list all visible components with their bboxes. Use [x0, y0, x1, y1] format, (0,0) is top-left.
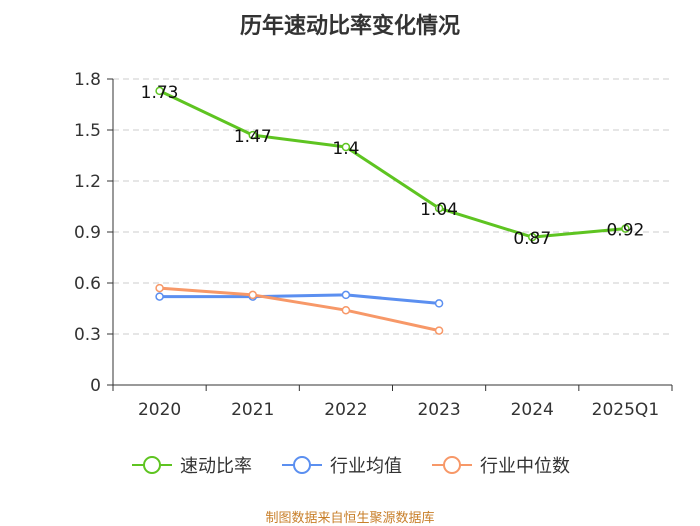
- data-point: [341, 290, 351, 300]
- legend-swatch-industry-median: [432, 456, 472, 474]
- data-point: [528, 232, 537, 242]
- y-tick-label: 1.2: [74, 172, 101, 192]
- y-tick-label: 1.8: [74, 70, 101, 90]
- data-point: [155, 86, 164, 96]
- legend-label-industry-median: 行业中位数: [480, 456, 570, 477]
- data-point: [248, 290, 257, 300]
- y-tick-label: 0.3: [74, 325, 101, 345]
- data-point: [434, 203, 444, 213]
- legend-item-quick-ratio[interactable]: 速动比率: [130, 452, 252, 478]
- data-point: [155, 283, 164, 293]
- data-label: 0.92: [606, 221, 644, 241]
- data-label: 0.87: [513, 229, 551, 249]
- data-point: [434, 326, 444, 335]
- legend: 速动比率 行业均值 行业中位数: [0, 452, 700, 478]
- data-point: [434, 299, 444, 308]
- x-tick-label: 2020: [138, 400, 181, 420]
- legend-label-industry-average: 行业均值: [330, 456, 402, 477]
- x-tick-label: 2022: [324, 400, 367, 420]
- data-point: [341, 142, 351, 152]
- y-tick-label: 1.5: [74, 121, 101, 141]
- x-tick-label: 2025Q1: [592, 400, 659, 420]
- series-line: [158, 89, 626, 239]
- x-tick-label: 2021: [231, 400, 274, 420]
- data-labels: 1.73 1.47 1.4 1.04 0.87 0.92: [141, 83, 645, 249]
- axes: 0 0.3 0.6 0.9 1.2 1.5 1.8 2020 2021 2022 2023 2024 2…: [74, 70, 673, 420]
- grid-lines: [113, 78, 672, 335]
- data-label: 1.4: [332, 139, 359, 159]
- y-tick-label: 0: [90, 376, 101, 396]
- legend-swatch-quick-ratio: [132, 456, 172, 474]
- data-label: 1.73: [141, 83, 179, 103]
- data-label: 1.47: [234, 127, 272, 147]
- series-lines: [155, 86, 630, 335]
- series-line: [159, 293, 440, 305]
- y-tick-label: 0.6: [74, 274, 101, 294]
- series-line: [159, 286, 440, 333]
- legend-item-industry-average[interactable]: 行业均值: [280, 452, 402, 478]
- data-label: 1.04: [420, 200, 458, 220]
- data-point: [341, 305, 351, 315]
- legend-label-quick-ratio: 速动比率: [180, 456, 252, 477]
- source-note: 制图数据来自恒生聚源数据库: [265, 511, 435, 526]
- data-point: [621, 224, 630, 233]
- legend-item-industry-median[interactable]: 行业中位数: [430, 452, 570, 478]
- data-point: [248, 130, 257, 140]
- y-tick-label: 0.9: [74, 223, 101, 243]
- x-tick-label: 2024: [511, 400, 554, 420]
- x-tick-label: 2023: [417, 400, 460, 420]
- legend-swatch-industry-average: [282, 456, 322, 474]
- data-point: [155, 292, 164, 301]
- chart-title: 历年速动比率变化情况: [239, 14, 460, 39]
